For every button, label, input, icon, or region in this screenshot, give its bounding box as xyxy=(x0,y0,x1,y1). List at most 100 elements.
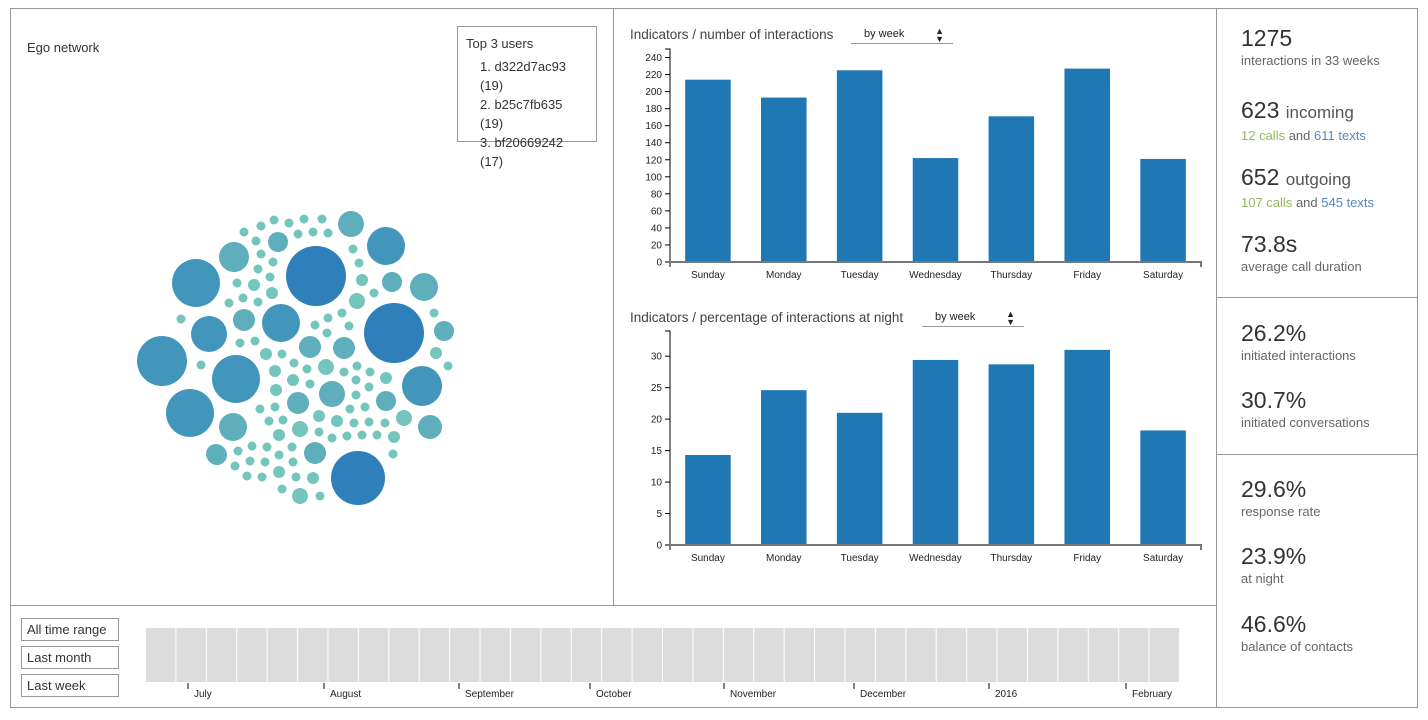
week-cell[interactable] xyxy=(146,628,176,682)
contact-node[interactable] xyxy=(349,418,359,428)
contact-node[interactable] xyxy=(443,361,453,371)
contact-node[interactable] xyxy=(365,367,375,377)
week-cell[interactable] xyxy=(723,628,754,682)
contact-node[interactable] xyxy=(342,431,352,441)
week-cell[interactable] xyxy=(510,628,541,682)
contact-node[interactable] xyxy=(352,361,362,371)
contact-node[interactable] xyxy=(299,214,309,224)
contact-node[interactable] xyxy=(277,484,287,494)
contact-node[interactable] xyxy=(293,229,303,239)
contact-node[interactable] xyxy=(262,304,300,342)
week-cell[interactable] xyxy=(1027,628,1058,682)
contact-node[interactable] xyxy=(344,321,354,331)
contact-node[interactable] xyxy=(323,228,333,238)
contact-node[interactable] xyxy=(273,429,285,441)
contact-node[interactable] xyxy=(323,313,333,323)
contact-node[interactable] xyxy=(430,347,442,359)
contact-node[interactable] xyxy=(402,366,442,406)
contact-node[interactable] xyxy=(351,375,361,385)
contact-node[interactable] xyxy=(360,402,370,412)
week-cell[interactable] xyxy=(571,628,602,682)
week-cell[interactable] xyxy=(693,628,723,682)
all-time-range-button[interactable]: All time range xyxy=(21,618,119,641)
contact-node[interactable] xyxy=(331,451,385,505)
contact-node[interactable] xyxy=(212,355,260,403)
contact-node[interactable] xyxy=(310,320,320,330)
contact-node[interactable] xyxy=(253,264,263,274)
contact-node[interactable] xyxy=(380,372,392,384)
contact-node[interactable] xyxy=(289,358,299,368)
contact-node[interactable] xyxy=(196,360,206,370)
contact-node[interactable] xyxy=(318,359,334,375)
interactions-period-select[interactable]: by week ▲ ▼ xyxy=(851,27,953,44)
contact-node[interactable] xyxy=(253,297,263,307)
contact-node[interactable] xyxy=(256,221,266,231)
contact-node[interactable] xyxy=(260,348,272,360)
contact-node[interactable] xyxy=(348,244,358,254)
contact-node[interactable] xyxy=(247,441,257,451)
week-cell[interactable] xyxy=(298,628,328,682)
contact-node[interactable] xyxy=(434,321,454,341)
contact-node[interactable] xyxy=(304,442,326,464)
week-cell[interactable] xyxy=(450,628,480,682)
contact-node[interactable] xyxy=(356,274,368,286)
week-cell[interactable] xyxy=(206,628,237,682)
contact-node[interactable] xyxy=(262,442,272,452)
week-cell[interactable] xyxy=(754,628,784,682)
week-cell[interactable] xyxy=(967,628,997,682)
top-user-item[interactable]: 2. b25c7fb635 (19) xyxy=(480,97,563,131)
contact-node[interactable] xyxy=(257,472,267,482)
contact-node[interactable] xyxy=(232,278,242,288)
week-cell[interactable] xyxy=(1058,628,1088,682)
contact-node[interactable] xyxy=(242,471,252,481)
contact-node[interactable] xyxy=(219,413,247,441)
contact-node[interactable] xyxy=(137,336,187,386)
contact-node[interactable] xyxy=(302,364,312,374)
contact-node[interactable] xyxy=(238,293,248,303)
week-cell[interactable] xyxy=(328,628,358,682)
contact-node[interactable] xyxy=(410,273,438,301)
contact-node[interactable] xyxy=(317,214,327,224)
contact-node[interactable] xyxy=(382,272,402,292)
contact-node[interactable] xyxy=(266,287,278,299)
contact-node[interactable] xyxy=(286,246,346,306)
contact-node[interactable] xyxy=(429,308,439,318)
contact-node[interactable] xyxy=(380,418,390,428)
contact-node[interactable] xyxy=(166,389,214,437)
week-cell[interactable] xyxy=(480,628,510,682)
timeline-brush[interactable]: July August September October November Decemb… xyxy=(140,620,1200,702)
contact-node[interactable] xyxy=(313,410,325,422)
contact-node[interactable] xyxy=(357,430,367,440)
week-cell[interactable] xyxy=(906,628,936,682)
contact-node[interactable] xyxy=(292,421,308,437)
contact-node[interactable] xyxy=(230,461,240,471)
contact-node[interactable] xyxy=(331,415,343,427)
week-cell[interactable] xyxy=(875,628,906,682)
contact-node[interactable] xyxy=(299,336,321,358)
contact-node[interactable] xyxy=(291,472,301,482)
contact-node[interactable] xyxy=(251,236,261,246)
top-user-item[interactable]: 1. d322d7ac93 (19) xyxy=(480,59,567,93)
contact-node[interactable] xyxy=(269,365,281,377)
contact-node[interactable] xyxy=(351,390,361,400)
contact-node[interactable] xyxy=(256,249,266,259)
contact-node[interactable] xyxy=(176,314,186,324)
week-cell[interactable] xyxy=(389,628,419,682)
contact-node[interactable] xyxy=(367,227,405,265)
night-period-select[interactable]: by week ▲ ▼ xyxy=(922,310,1024,327)
contact-node[interactable] xyxy=(260,457,270,467)
contact-node[interactable] xyxy=(233,446,243,456)
top-user-item[interactable]: 3. bf20669242 (17) xyxy=(480,135,564,169)
contact-node[interactable] xyxy=(287,442,297,452)
contact-node[interactable] xyxy=(270,402,280,412)
contact-node[interactable] xyxy=(278,415,288,425)
week-cell[interactable] xyxy=(784,628,815,682)
contact-node[interactable] xyxy=(288,457,298,467)
contact-node[interactable] xyxy=(273,466,285,478)
contact-node[interactable] xyxy=(307,472,319,484)
contact-node[interactable] xyxy=(239,227,249,237)
contact-node[interactable] xyxy=(338,211,364,237)
contact-node[interactable] xyxy=(388,431,400,443)
contact-node[interactable] xyxy=(314,427,324,437)
contact-node[interactable] xyxy=(224,298,234,308)
